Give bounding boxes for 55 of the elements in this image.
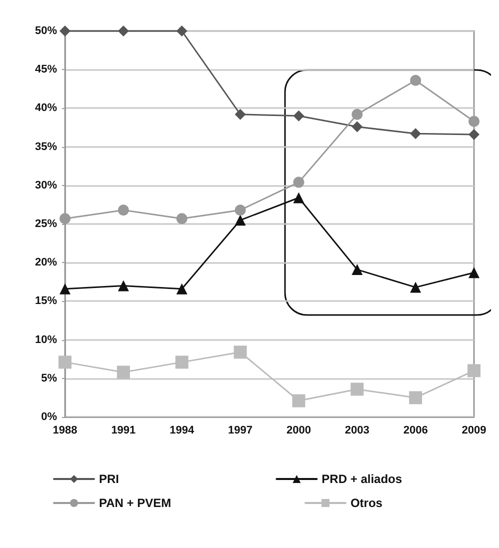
point bbox=[350, 382, 364, 396]
point bbox=[60, 26, 70, 36]
x-tick-label: 1997 bbox=[228, 424, 253, 436]
x-tick-label: 2003 bbox=[344, 424, 370, 436]
x-tick-label: 2006 bbox=[403, 424, 428, 436]
point bbox=[410, 74, 422, 86]
y-tick-label: 25% bbox=[34, 218, 58, 230]
y-tick-label: 30% bbox=[34, 179, 58, 192]
x-tick-label: 1991 bbox=[111, 424, 136, 436]
point bbox=[118, 26, 129, 36]
y-tick-label: 40% bbox=[34, 102, 58, 114]
y-tick-label: 20% bbox=[34, 256, 58, 269]
point bbox=[468, 267, 480, 278]
legend-label: PRI bbox=[99, 472, 156, 486]
point bbox=[468, 364, 480, 378]
y-tick-label: 15% bbox=[34, 295, 58, 308]
legend-label: PAN + PVEM bbox=[99, 496, 184, 510]
point bbox=[293, 176, 304, 188]
point bbox=[468, 128, 480, 140]
point bbox=[352, 108, 363, 120]
x-tick-label: 1988 bbox=[52, 424, 78, 436]
x-tick-label: 1994 bbox=[170, 424, 195, 436]
y-tick-label: 10% bbox=[34, 334, 58, 346]
point bbox=[176, 26, 188, 36]
x-tick-label: 2000 bbox=[286, 424, 311, 436]
x-tick-label: 2009 bbox=[462, 424, 486, 436]
y-tick-label: 0% bbox=[41, 411, 58, 423]
point bbox=[410, 282, 422, 293]
point bbox=[60, 213, 70, 224]
y-tick-label: 50% bbox=[34, 25, 58, 37]
point bbox=[60, 283, 70, 294]
point bbox=[58, 356, 72, 369]
y-tick-label: 45% bbox=[34, 64, 58, 76]
point bbox=[116, 366, 130, 379]
point bbox=[293, 110, 304, 122]
point bbox=[176, 283, 188, 294]
point bbox=[352, 121, 363, 132]
legend-label: PRD + aliados bbox=[322, 472, 406, 486]
point bbox=[234, 204, 246, 216]
y-tick-label: 5% bbox=[41, 372, 58, 384]
point bbox=[468, 116, 480, 127]
point bbox=[409, 391, 422, 404]
point bbox=[118, 204, 129, 216]
point bbox=[175, 356, 188, 369]
point bbox=[293, 192, 304, 204]
point bbox=[410, 128, 422, 140]
point bbox=[292, 394, 306, 408]
legend-label: Otros bbox=[350, 496, 412, 510]
point bbox=[234, 214, 246, 226]
point bbox=[118, 280, 129, 292]
point bbox=[176, 213, 188, 224]
point bbox=[234, 108, 246, 120]
point bbox=[352, 264, 363, 276]
y-tick-label: 35% bbox=[34, 140, 58, 153]
point bbox=[234, 346, 247, 359]
